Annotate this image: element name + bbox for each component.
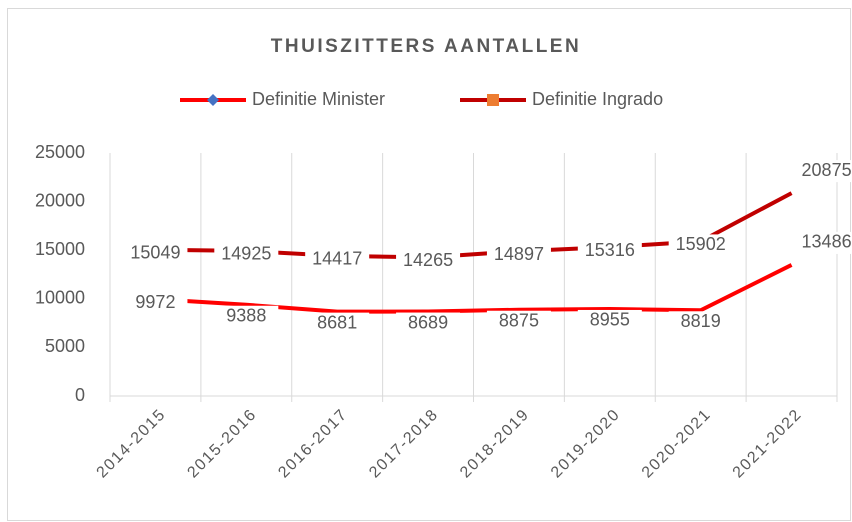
data-label: 14265	[403, 250, 453, 270]
data-label-bg	[577, 240, 642, 263]
legend-marker	[487, 94, 499, 106]
data-label-bg	[214, 305, 279, 328]
y-tick-label: 0	[75, 385, 85, 405]
data-label-bg	[794, 160, 852, 183]
data-label-bg	[305, 312, 370, 335]
chart-title: THUISZITTERS AANTALLEN	[271, 36, 581, 57]
data-label: 14897	[494, 244, 544, 264]
data-label-bg	[123, 292, 188, 315]
y-tick-label: 25000	[35, 142, 85, 162]
data-label: 8681	[317, 312, 357, 332]
data-label: 15902	[676, 234, 726, 254]
legend-marker	[207, 94, 219, 106]
data-label: 14417	[312, 249, 362, 269]
data-label-bg	[486, 244, 551, 267]
data-label-bg	[123, 242, 188, 265]
data-label: 20875	[802, 160, 852, 180]
data-label-bg	[396, 250, 461, 273]
y-tick-label: 20000	[35, 190, 85, 210]
data-label-bg	[214, 243, 279, 266]
legend-label: Definitie Minister	[252, 89, 385, 109]
data-label: 9972	[135, 292, 175, 312]
data-label-bg	[486, 310, 551, 333]
data-label-bg	[305, 248, 370, 271]
data-label: 9388	[226, 305, 266, 325]
y-tick-label: 5000	[45, 336, 85, 356]
data-label-bg	[577, 309, 642, 332]
data-label: 15049	[130, 242, 180, 262]
data-label: 13486	[802, 232, 852, 252]
data-label-bg	[668, 311, 733, 334]
data-label: 14925	[221, 244, 271, 264]
y-tick-label: 15000	[35, 239, 85, 259]
data-label: 8819	[681, 311, 721, 331]
legend-label: Definitie Ingrado	[532, 89, 663, 109]
data-label: 8689	[408, 312, 448, 332]
data-label: 8875	[499, 310, 539, 330]
data-label: 15316	[585, 240, 635, 260]
data-label-bg	[668, 234, 733, 257]
data-label-bg	[396, 312, 461, 335]
data-label: 8955	[590, 310, 630, 330]
data-label-bg	[794, 231, 852, 254]
y-tick-label: 10000	[35, 288, 85, 308]
